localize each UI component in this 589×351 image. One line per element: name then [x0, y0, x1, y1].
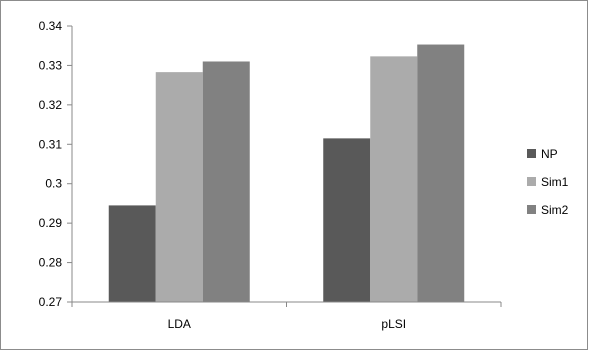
- x-axis-ticks: LDA pLSI: [72, 302, 501, 331]
- legend-label-np: NP: [541, 147, 558, 161]
- legend-swatch-sim2: [527, 205, 536, 214]
- bars-layer: [109, 45, 465, 302]
- legend-label-sim1: Sim1: [541, 175, 569, 189]
- y-tick-label: 0.33: [39, 58, 63, 72]
- bar-sim2-lda: [203, 61, 250, 302]
- legend: NP Sim1 Sim2: [527, 147, 569, 217]
- x-category-label: LDA: [168, 317, 191, 331]
- y-tick-label: 0.29: [39, 216, 63, 230]
- legend-label-sim2: Sim2: [541, 203, 569, 217]
- y-tick-label: 0.27: [39, 295, 63, 309]
- bar-sim1-plsi: [370, 56, 417, 302]
- bar-np-lda: [109, 205, 156, 302]
- bar-np-plsi: [323, 138, 370, 302]
- bar-sim2-plsi: [417, 45, 464, 302]
- x-category-label: pLSI: [381, 317, 406, 331]
- y-tick-label: 0.3: [45, 177, 62, 191]
- bar-sim1-lda: [156, 72, 203, 302]
- y-tick-label: 0.32: [39, 98, 63, 112]
- y-tick-label: 0.28: [39, 256, 63, 270]
- y-tick-label: 0.31: [39, 137, 63, 151]
- y-axis-ticks: 0.27 0.28 0.29 0.3 0.31 0.32 0.33 0.34: [39, 19, 72, 309]
- y-tick-label: 0.34: [39, 19, 63, 33]
- legend-swatch-np: [527, 149, 536, 158]
- legend-swatch-sim1: [527, 177, 536, 186]
